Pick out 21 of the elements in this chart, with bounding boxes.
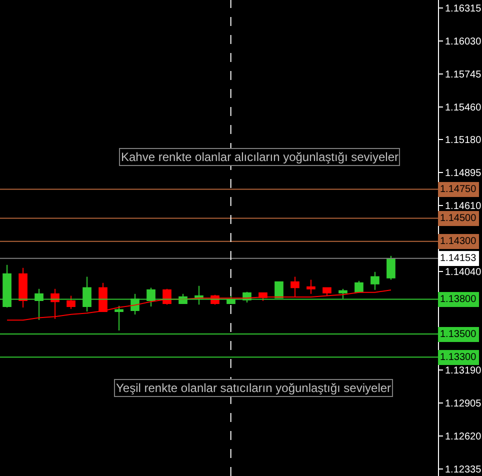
y-tick-label: 1.15180 (445, 134, 482, 146)
y-tick-label: 1.14895 (445, 168, 482, 179)
y-tick-label: 1.12905 (445, 398, 482, 410)
y-tick-label: 1.12620 (445, 431, 482, 442)
ref-line-label: 1.14300 (440, 236, 477, 247)
annotation: Yeşil renkte olanlar satıcıların yoğunlaştığı seviyeler (116, 381, 392, 395)
ref-line-label: 1.13800 (440, 294, 477, 305)
ref-line-label: 1.14750 (440, 184, 477, 195)
y-tick-label: 1.14610 (445, 200, 482, 212)
ref-line-label: 1.13300 (440, 352, 477, 363)
y-tick-label: 1.16030 (445, 36, 482, 48)
y-tick-label: 1.15460 (445, 102, 482, 114)
y-tick-label: 1.13190 (445, 365, 482, 376)
ref-line-label: 1.14153 (440, 253, 477, 264)
y-tick-label: 1.14040 (445, 266, 482, 278)
y-tick-label: 1.12335 (445, 464, 482, 476)
ref-line-label: 1.13500 (440, 329, 477, 340)
ref-line-label: 1.14500 (440, 213, 477, 224)
y-tick-label: 1.16315 (445, 3, 482, 14)
annotation: Kahve renkte olanlar alıcıların yoğunlaştığı seviyeler (121, 150, 398, 164)
y-tick-label: 1.15745 (445, 70, 482, 81)
